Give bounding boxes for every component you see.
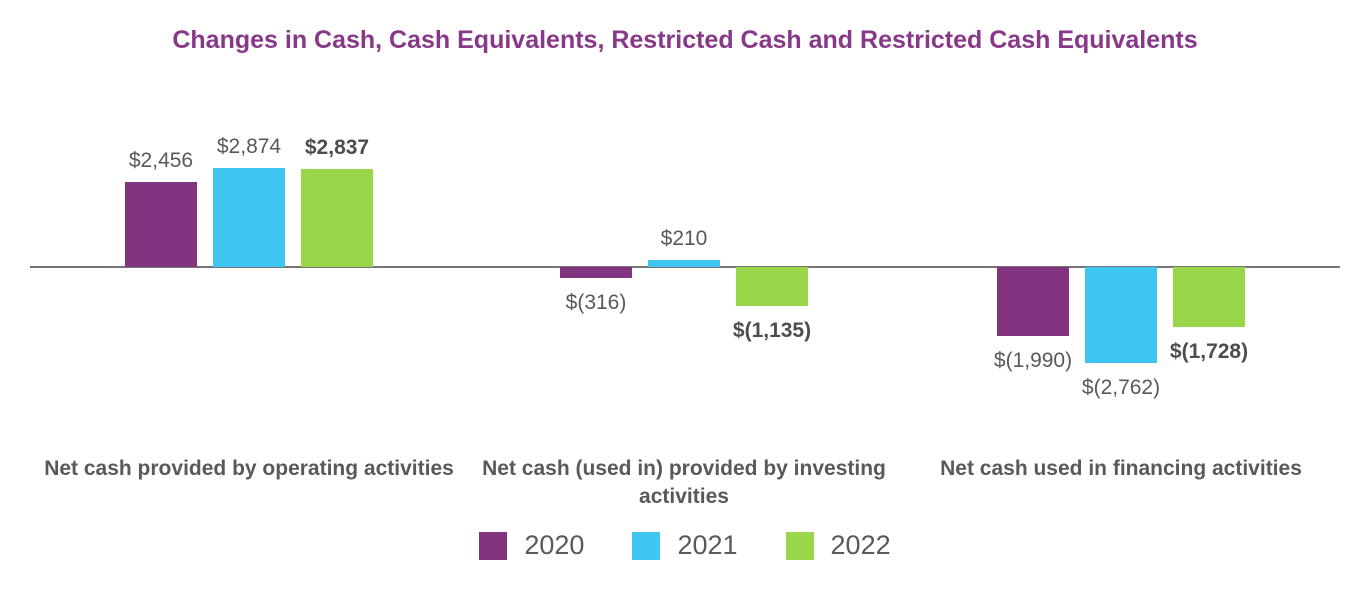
legend-label-2020: 2020 (524, 530, 585, 560)
bar-2021-group3 (1085, 267, 1157, 363)
bar-2021-group1 (213, 168, 285, 267)
category-label-3: Net cash used in financing activities (940, 457, 1302, 480)
bar-2021-group2 (648, 260, 720, 267)
value-label-2021-group1: $2,874 (216, 135, 282, 158)
legend-item-2022: 2022 (785, 530, 891, 561)
legend-swatch-2022 (785, 531, 814, 560)
bar-2020-group2 (560, 267, 632, 278)
zero-axis-line (30, 266, 1340, 268)
chart-title: Changes in Cash, Cash Equivalents, Restr… (172, 26, 1198, 54)
category-label-1: Net cash provided by operating activitie… (44, 457, 454, 480)
value-label-2021-group2: $210 (660, 227, 708, 250)
bar-2022-group1 (301, 169, 373, 267)
bar-2020-group1 (125, 182, 197, 267)
legend-label-2022: 2022 (830, 530, 891, 560)
value-label-2022-group3: $(1,728) (1169, 340, 1249, 363)
legend-item-2021: 2021 (632, 530, 738, 561)
legend-swatch-2020 (479, 531, 508, 560)
legend-swatch-2021 (632, 531, 661, 560)
legend-item-2020: 2020 (479, 530, 584, 561)
value-label-2020-group2: $(316) (565, 291, 627, 314)
value-label-2020-group3: $(1,990) (993, 349, 1073, 372)
category-label-2: Net cash (used in) provided by investing… (482, 457, 886, 508)
legend: 2020 2021 2022 (0, 530, 1370, 561)
bar-2022-group3 (1173, 267, 1245, 327)
value-label-2021-group3: $(2,762) (1081, 376, 1161, 399)
bar-2022-group2 (736, 267, 808, 306)
value-label-2022-group2: $(1,135) (732, 319, 812, 342)
value-label-2020-group1: $2,456 (128, 149, 194, 172)
bar-2020-group3 (997, 267, 1069, 336)
legend-label-2021: 2021 (677, 530, 738, 560)
value-label-2022-group1: $2,837 (304, 136, 370, 159)
